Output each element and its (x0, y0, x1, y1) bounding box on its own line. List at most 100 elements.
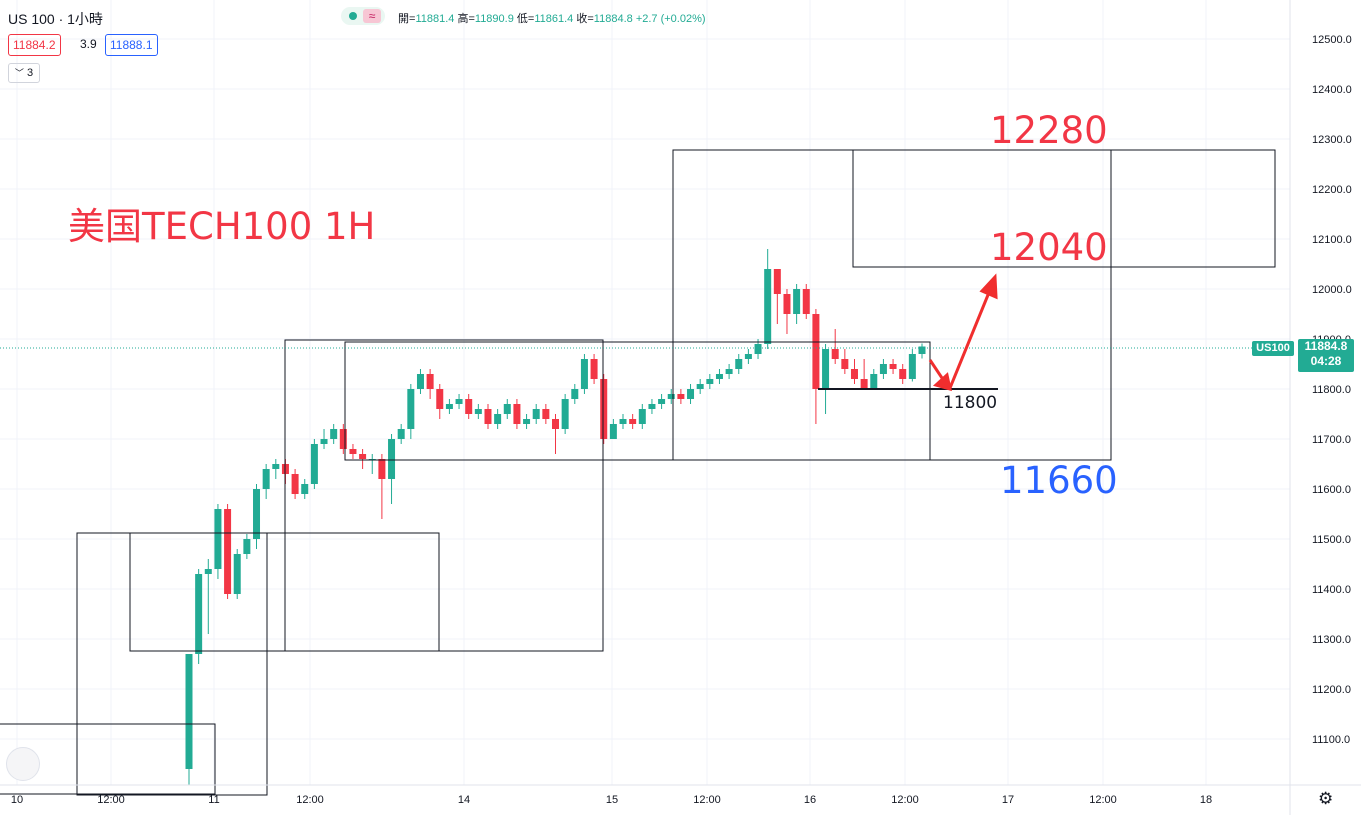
price-tick-label: 11800.0 (1312, 384, 1351, 396)
current-price-tag: 11884.8 04:28 (1298, 339, 1354, 372)
candle (735, 354, 743, 374)
open-value: 11881.4 (415, 13, 455, 25)
price-tick-label: 11700.0 (1312, 434, 1351, 446)
level-11660-label[interactable]: 11660 (1000, 459, 1118, 502)
buy-button[interactable]: 11888.1 (105, 34, 158, 56)
candle (291, 469, 299, 499)
candle (552, 414, 559, 454)
box-7[interactable] (852, 149, 1276, 268)
candle (523, 414, 531, 429)
candle (388, 434, 396, 504)
open-label: 開= (398, 13, 416, 25)
candle (503, 399, 511, 419)
candle (725, 364, 733, 379)
price-axis[interactable]: 12500.0 12400.0 12300.0 12200.0 12100.0 12000… (1312, 34, 1352, 746)
time-tick-label: 12:00 (693, 794, 721, 806)
candle (793, 284, 801, 324)
candle (850, 359, 858, 384)
candle (407, 384, 415, 439)
candle (195, 569, 203, 664)
candle (474, 404, 482, 419)
ohlc-readout: 開=11881.4 高=11890.9 低=11861.4 收=11884.8 … (398, 10, 706, 26)
candle (349, 444, 357, 459)
visibility-pills[interactable]: ≈ (341, 7, 385, 25)
candle (783, 289, 791, 334)
box-4[interactable] (284, 339, 604, 652)
candle (696, 379, 704, 394)
time-axis[interactable]: 10 12:00 11 12:00 14 15 12:00 16 12:00 17 12:00 18 (11, 794, 1212, 806)
eye-dot-icon[interactable] (349, 12, 357, 20)
candle (667, 389, 675, 404)
candle (831, 329, 839, 364)
price-tick-label: 11600.0 (1312, 484, 1351, 496)
change-value: +2.7 (+0.02%) (635, 13, 706, 25)
candle (677, 389, 685, 404)
indicators-toggle[interactable]: ﹀ 3 (8, 63, 40, 83)
candle (619, 414, 627, 429)
high-value: 11890.9 (474, 13, 514, 25)
candle (359, 449, 367, 469)
candle (638, 404, 646, 429)
candle (339, 424, 347, 454)
level-12040-label[interactable]: 12040 (990, 226, 1108, 269)
candle (561, 394, 569, 434)
candle (648, 399, 656, 414)
candle (908, 349, 916, 382)
box-1[interactable] (0, 723, 216, 795)
candle (185, 654, 193, 785)
chevron-down-icon: ﹀ (14, 68, 24, 78)
close-label: 收= (576, 13, 594, 25)
scroll-button[interactable] (6, 747, 40, 781)
symbol-label[interactable]: US 100 · 1小時 (8, 11, 103, 27)
candle (224, 504, 232, 599)
box-6[interactable] (672, 149, 1112, 461)
bar-countdown: 04:28 (1310, 354, 1342, 368)
low-value: 11861.4 (534, 13, 574, 25)
candle (870, 369, 878, 389)
candle (494, 409, 502, 429)
level-11800-label[interactable]: 11800 (943, 393, 998, 413)
candle (879, 359, 887, 379)
time-tick-label: 12:00 (97, 794, 125, 806)
gear-icon[interactable]: ⚙ (1318, 789, 1334, 808)
time-tick-label: 14 (458, 794, 470, 806)
candle (600, 374, 608, 444)
candle (532, 404, 540, 424)
candle (590, 354, 598, 384)
candle (687, 384, 695, 404)
candle (706, 374, 714, 389)
time-tick-label: 12:00 (891, 794, 919, 806)
current-price: 11884.8 (1304, 339, 1348, 353)
level-12280-label[interactable]: 12280 (990, 109, 1108, 152)
candle (658, 394, 666, 409)
chart-title-annotation[interactable]: 美国TECH100 1H (68, 205, 376, 248)
high-label: 高= (457, 13, 475, 25)
wave-icon[interactable]: ≈ (363, 9, 381, 23)
candle (368, 454, 376, 474)
candle (609, 419, 617, 439)
box-5[interactable] (344, 341, 931, 461)
candle (378, 454, 386, 519)
candle (465, 394, 473, 419)
candle (889, 359, 897, 374)
symbol-legend[interactable]: US 100 · 1小時 (8, 9, 103, 29)
time-tick-label: 15 (606, 794, 618, 806)
candle (204, 559, 212, 634)
candle (426, 369, 434, 399)
price-tick-label: 12300.0 (1312, 134, 1352, 146)
current-symbol-tag: US100 (1252, 341, 1294, 356)
candle (513, 399, 521, 429)
candle (841, 349, 849, 374)
price-tick-label: 11100.0 (1312, 734, 1350, 746)
candle (822, 344, 830, 414)
candle (253, 484, 261, 549)
candle (436, 384, 444, 419)
price-tick-label: 12400.0 (1312, 84, 1352, 96)
candle (445, 399, 453, 414)
close-value: 11884.8 (593, 13, 633, 25)
candle (310, 439, 318, 489)
drawing-boxes[interactable] (0, 149, 1276, 796)
sell-button[interactable]: 11884.2 (8, 34, 61, 56)
projection-arrow[interactable] (928, 273, 998, 392)
